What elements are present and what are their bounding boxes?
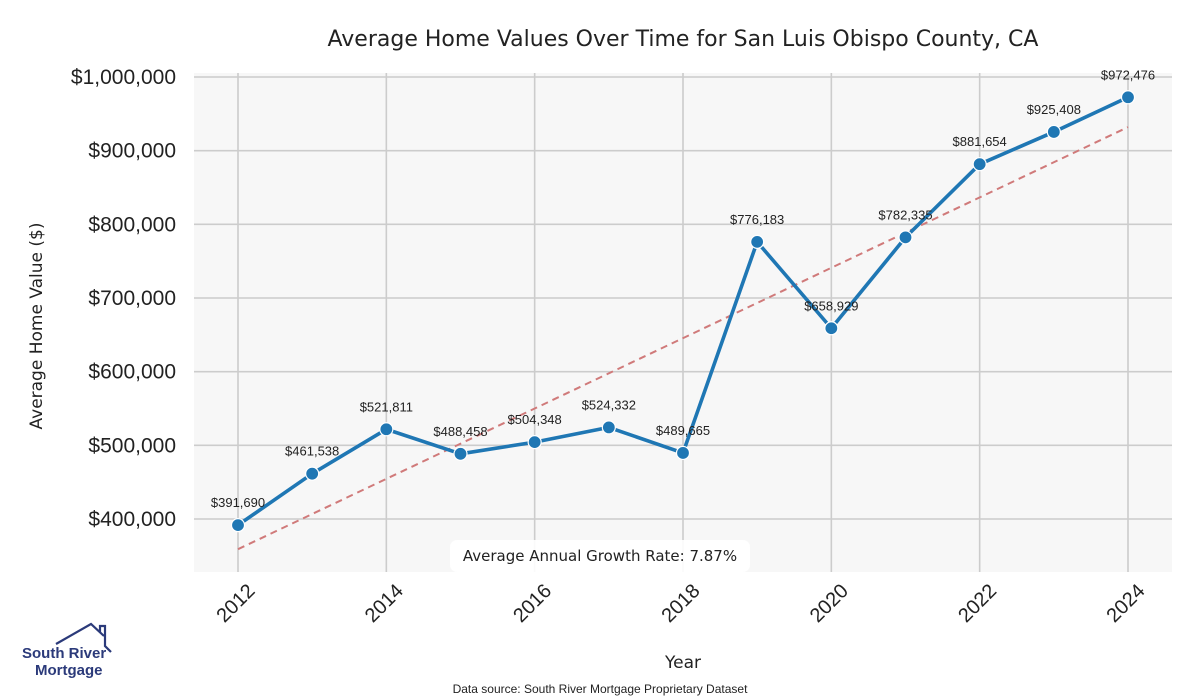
data-label: $782,335 (878, 207, 932, 222)
data-point (1046, 124, 1061, 140)
y-tick-label: $1,000,000 (71, 66, 176, 89)
data-source-note: Data source: South River Mortgage Propri… (453, 682, 748, 696)
y-tick-label: $900,000 (88, 140, 176, 163)
data-point (527, 435, 542, 450)
y-tick-label: $500,000 (88, 434, 176, 457)
data-label: $776,183 (730, 212, 784, 227)
data-point (230, 518, 246, 533)
x-tick-label: 2014 (361, 580, 408, 627)
south-river-mortgage-logo: South River Mortgage (22, 622, 112, 679)
data-label: $881,654 (953, 134, 1007, 149)
growth-rate-text: Average Annual Growth Rate: 7.87% (463, 547, 737, 565)
data-label: $925,408 (1027, 102, 1081, 117)
data-point (305, 466, 320, 481)
data-label: $504,348 (508, 412, 562, 427)
data-point (898, 230, 913, 245)
trend-line-segment (237, 126, 1129, 551)
data-point (675, 445, 691, 461)
logo-line-1: South River (22, 645, 106, 662)
y-tick-label: $400,000 (88, 508, 176, 531)
x-tick-label: 2022 (954, 580, 1001, 627)
data-point (601, 420, 616, 435)
x-tick-label: 2018 (658, 580, 705, 627)
data-point (972, 157, 987, 172)
x-tick-label: 2016 (509, 580, 556, 627)
x-tick-label: 2024 (1103, 580, 1150, 627)
chart-title: Average Home Values Over Time for San Lu… (328, 27, 1039, 52)
data-label: $488,458 (433, 424, 487, 439)
data-label: $521,811 (360, 399, 413, 414)
x-axis-ticks: 2012 2014 2016 2018 2020 2022 2024 (213, 580, 1150, 627)
data-labels: $391,690 $461,538 $521,811 $488,458 $504,348… (211, 67, 1155, 510)
y-tick-label: $700,000 (88, 287, 176, 310)
grid-lines (194, 73, 1172, 572)
data-series (230, 90, 1136, 533)
data-point (824, 321, 839, 336)
y-tick-label: $800,000 (88, 213, 176, 236)
x-axis-label: Year (664, 653, 701, 673)
x-tick-label: 2012 (213, 580, 260, 627)
growth-rate-box (450, 540, 750, 572)
data-point (1120, 90, 1136, 105)
data-label: $391,690 (211, 495, 265, 510)
trend-line (237, 126, 1129, 551)
y-axis-ticks: $400,000 $500,000 $600,000 $700,000 $800,000… (71, 66, 176, 531)
x-tick-label: 2020 (806, 580, 853, 627)
data-label: $658,929 (804, 298, 858, 313)
data-label: $972,476 (1101, 67, 1155, 82)
y-tick-label: $600,000 (88, 361, 176, 384)
data-point (453, 446, 468, 461)
growth-rate-annotation: Average Annual Growth Rate: 7.87% (450, 540, 750, 572)
data-point (379, 422, 394, 437)
y-axis-label: Average Home Value ($) (27, 223, 47, 430)
data-label: $489,665 (656, 423, 710, 438)
data-label: $524,332 (582, 397, 636, 412)
data-label: $461,538 (285, 444, 339, 459)
data-point (750, 234, 765, 249)
logo-line-2: Mortgage (35, 662, 103, 679)
house-roof-icon (55, 622, 112, 653)
